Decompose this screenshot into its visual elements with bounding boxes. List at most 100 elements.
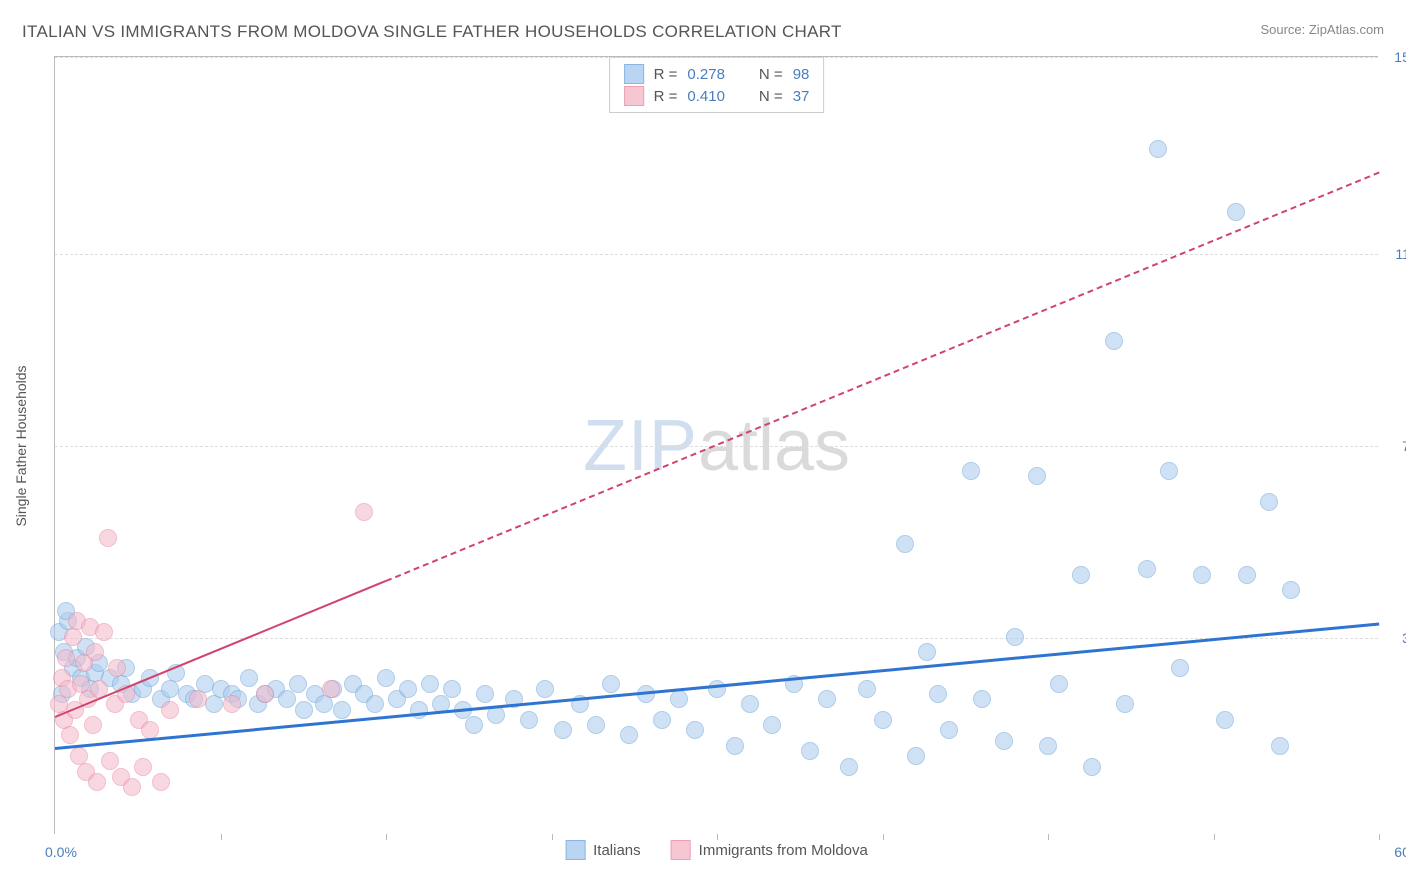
x-tick	[1048, 834, 1049, 840]
y-axis-title: Single Father Households	[13, 365, 29, 526]
legend-series-name: Italians	[593, 842, 641, 859]
legend-row: R = 0.410 N = 37	[624, 86, 810, 106]
x-tick	[883, 834, 884, 840]
legend-swatch	[624, 86, 644, 106]
data-point	[315, 695, 333, 713]
legend-series-name: Immigrants from Moldova	[699, 842, 868, 859]
x-tick	[1379, 834, 1380, 840]
data-point	[726, 737, 744, 755]
data-point	[536, 680, 554, 698]
data-point	[962, 462, 980, 480]
chart-title: ITALIAN VS IMMIGRANTS FROM MOLDOVA SINGL…	[22, 22, 842, 42]
x-axis-max-label: 60.0%	[1394, 844, 1406, 860]
data-point	[95, 623, 113, 641]
data-point	[801, 742, 819, 760]
data-point	[61, 726, 79, 744]
data-point	[973, 690, 991, 708]
data-point	[240, 669, 258, 687]
legend-r-label: R =	[654, 66, 678, 83]
y-tick-label: 7.5%	[1384, 438, 1406, 454]
data-point	[1083, 758, 1101, 776]
data-point	[1039, 737, 1057, 755]
trend-line	[386, 171, 1380, 581]
data-point	[1171, 659, 1189, 677]
plot-area: Single Father Households ZIPatlas R =0.2…	[54, 56, 1378, 834]
legend-n-label: N =	[759, 88, 783, 105]
legend-n-value: 37	[793, 88, 810, 105]
legend-swatch	[671, 840, 691, 860]
data-point	[333, 701, 351, 719]
data-point	[366, 695, 384, 713]
legend-row: R =0.278N =98	[624, 64, 810, 84]
x-tick	[717, 834, 718, 840]
data-point	[123, 778, 141, 796]
data-point	[670, 690, 688, 708]
data-point	[995, 732, 1013, 750]
data-point	[1160, 462, 1178, 480]
data-point	[256, 685, 274, 703]
data-point	[587, 716, 605, 734]
legend-n-label: N =	[759, 66, 783, 83]
y-tick-label: 3.8%	[1384, 630, 1406, 646]
legend-r-value: 0.278	[687, 66, 725, 83]
data-point	[1138, 560, 1156, 578]
data-point	[1028, 467, 1046, 485]
data-point	[1149, 140, 1167, 158]
data-point	[88, 773, 106, 791]
data-point	[1271, 737, 1289, 755]
y-tick-label: 11.2%	[1384, 246, 1406, 262]
legend-item: Immigrants from Moldova	[671, 840, 868, 860]
data-point	[86, 643, 104, 661]
data-point	[1116, 695, 1134, 713]
legend-swatch	[565, 840, 585, 860]
data-point	[1260, 493, 1278, 511]
data-point	[929, 685, 947, 703]
data-point	[64, 628, 82, 646]
data-point	[1238, 566, 1256, 584]
data-point	[896, 535, 914, 553]
data-point	[620, 726, 638, 744]
data-point	[602, 675, 620, 693]
data-point	[152, 773, 170, 791]
data-point	[278, 690, 296, 708]
data-point	[443, 680, 461, 698]
data-point	[1216, 711, 1234, 729]
data-point	[355, 503, 373, 521]
data-point	[101, 752, 119, 770]
data-point	[134, 758, 152, 776]
data-point	[377, 669, 395, 687]
data-point	[57, 649, 75, 667]
legend-r-label: R =	[654, 88, 678, 105]
source-attribution: Source: ZipAtlas.com	[1260, 22, 1384, 37]
correlation-legend: R =0.278N =98R =0.410N =37	[609, 57, 825, 113]
data-point	[1050, 675, 1068, 693]
data-point	[108, 659, 126, 677]
data-point	[399, 680, 417, 698]
data-point	[295, 701, 313, 719]
data-point	[1072, 566, 1090, 584]
data-point	[874, 711, 892, 729]
data-point	[940, 721, 958, 739]
data-point	[84, 716, 102, 734]
data-point	[322, 680, 340, 698]
legend-swatch	[624, 64, 644, 84]
data-point	[708, 680, 726, 698]
data-point	[189, 690, 207, 708]
data-point	[741, 695, 759, 713]
data-point	[289, 675, 307, 693]
data-point	[465, 716, 483, 734]
data-point	[840, 758, 858, 776]
data-point	[554, 721, 572, 739]
data-point	[1227, 203, 1245, 221]
data-point	[205, 695, 223, 713]
y-tick-label: 15.0%	[1384, 49, 1406, 65]
legend-r-value: 0.410	[687, 88, 725, 105]
grid-line	[55, 57, 1378, 58]
data-point	[918, 643, 936, 661]
data-point	[858, 680, 876, 698]
data-point	[1193, 566, 1211, 584]
data-point	[476, 685, 494, 703]
grid-line	[55, 446, 1378, 447]
x-tick	[386, 834, 387, 840]
data-point	[763, 716, 781, 734]
